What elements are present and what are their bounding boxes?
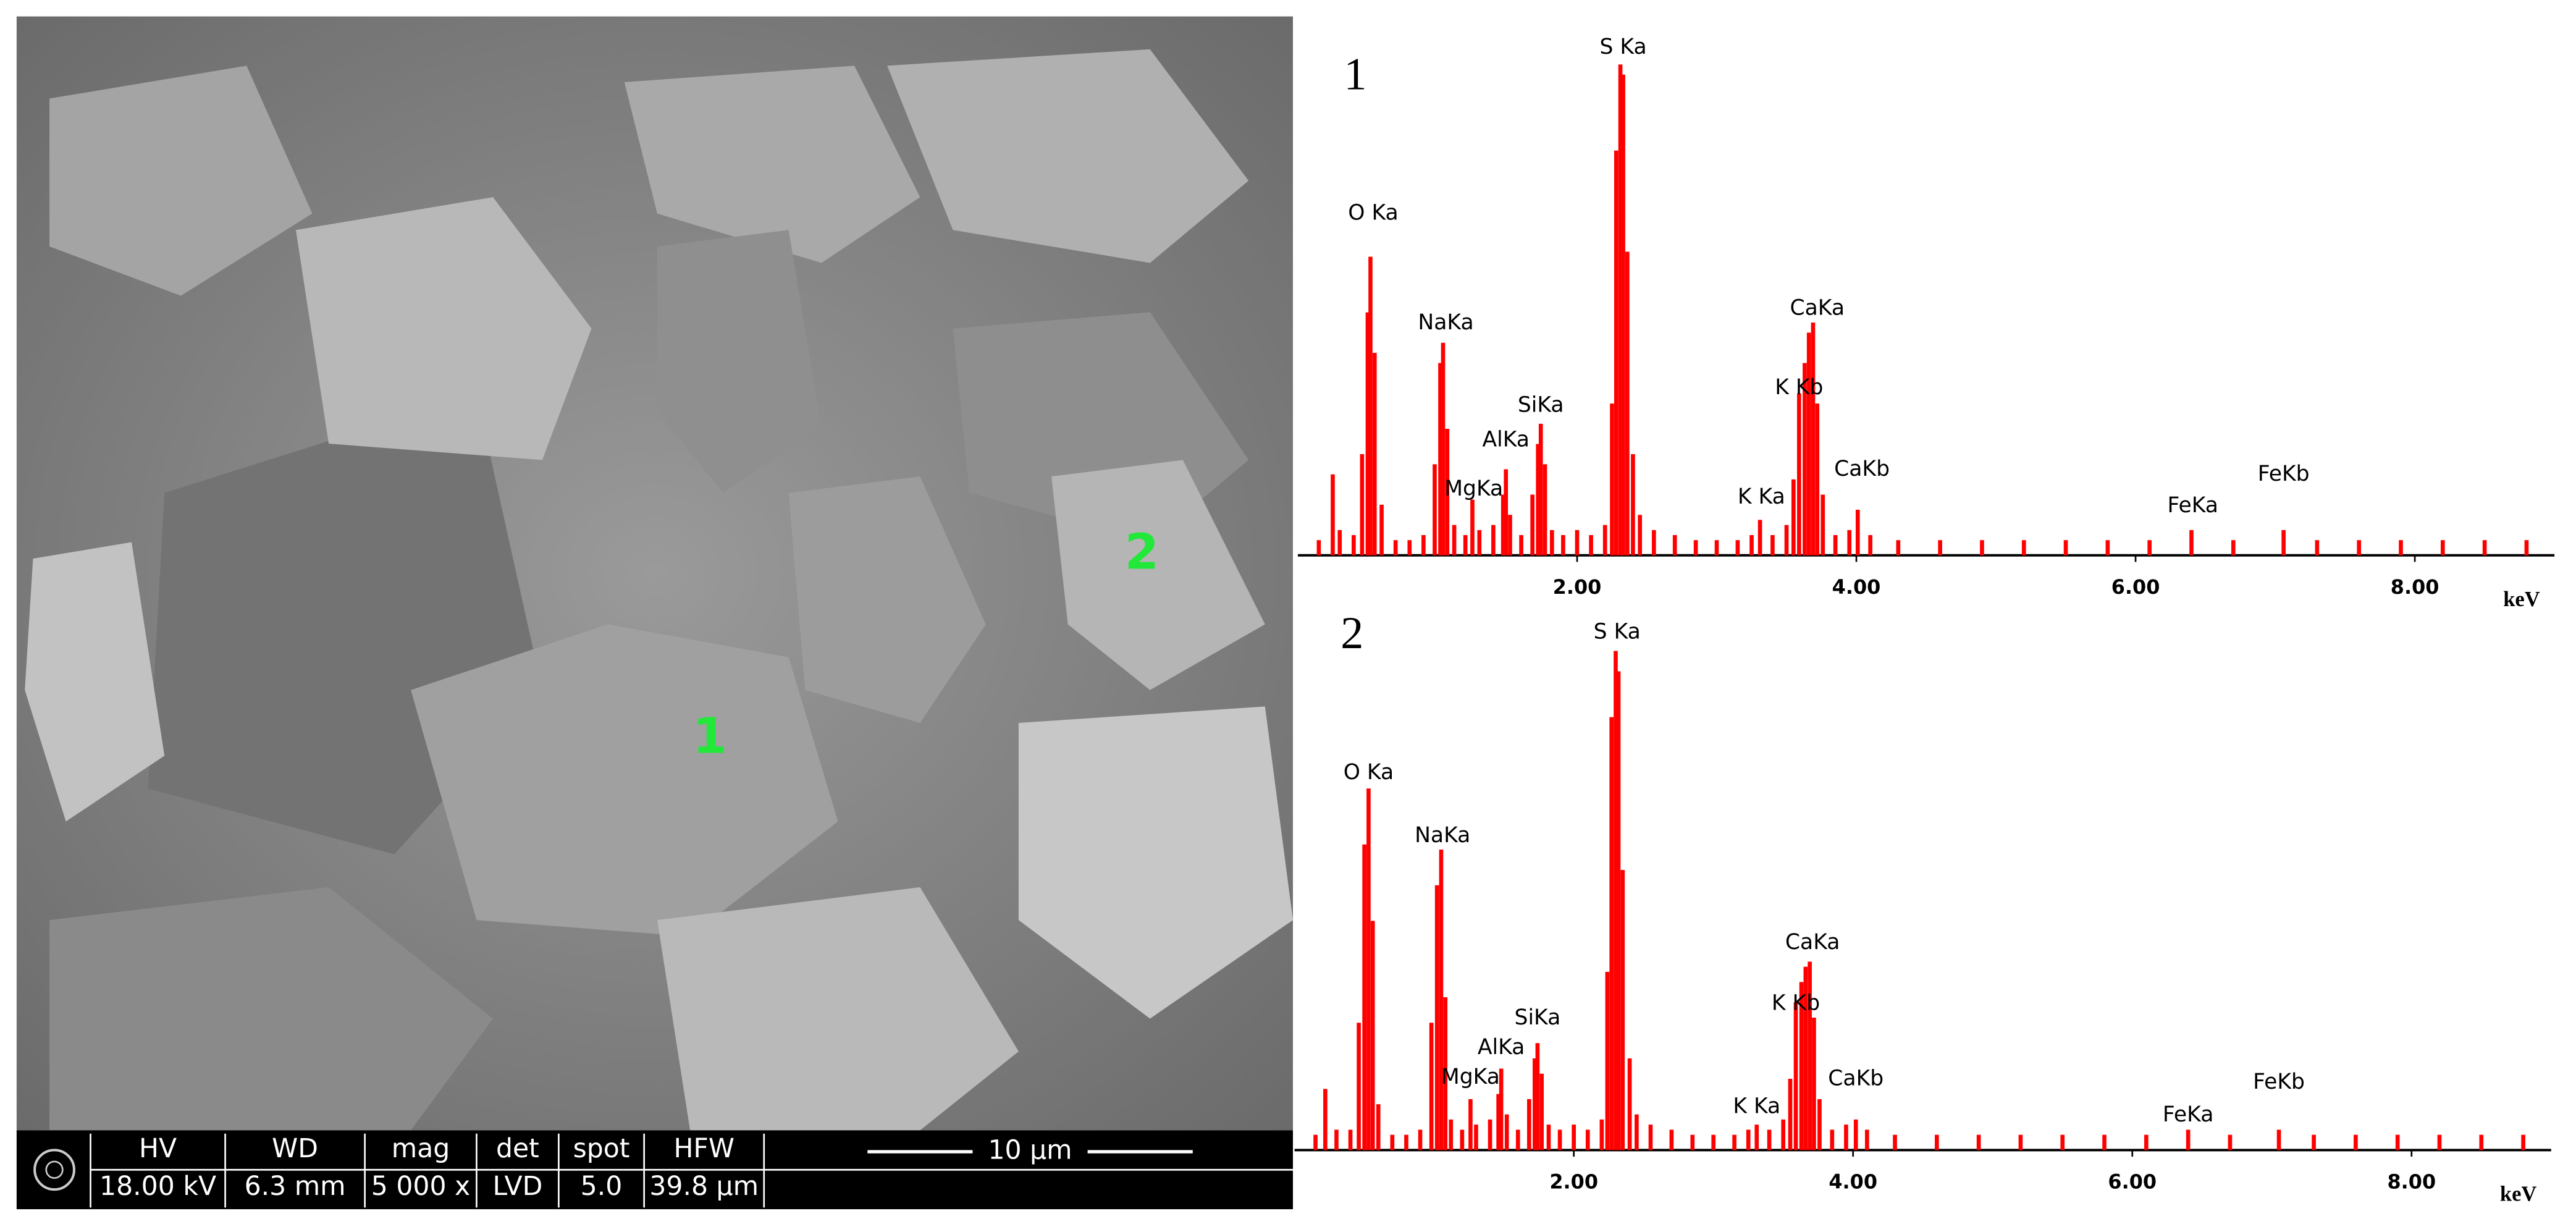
peak-label: CaKb — [1834, 457, 1890, 481]
peak-label: K Ka — [1738, 484, 1785, 509]
info-value: 18.00 kV — [99, 1171, 216, 1202]
x-tick-label: 8.00 — [2387, 1170, 2436, 1194]
peak-label: NaKa — [1418, 310, 1473, 335]
info-value: LVD — [492, 1171, 542, 1202]
x-tick-label: 8.00 — [2391, 575, 2439, 599]
peak-label: SiKa — [1515, 1005, 1561, 1030]
peak-label: FeKb — [2253, 1070, 2305, 1094]
info-value: 5.0 — [581, 1171, 623, 1202]
peak-label: O Ka — [1348, 200, 1398, 225]
peak-label: FeKa — [2163, 1102, 2213, 1127]
x-tick-label: 6.00 — [2111, 575, 2160, 599]
x-tick-label: 4.00 — [1829, 1170, 1877, 1194]
peak-label: S Ka — [1594, 619, 1641, 644]
peak-label: MgKa — [1444, 476, 1503, 501]
x-tick-label: 6.00 — [2108, 1170, 2157, 1194]
peak-label: MgKa — [1441, 1065, 1500, 1089]
panel-label: 2 — [1341, 608, 1363, 659]
peak-label: K Kb — [1775, 375, 1823, 400]
info-header: mag — [392, 1134, 450, 1164]
info-header: WD — [272, 1134, 318, 1164]
peak-label: O Ka — [1344, 760, 1394, 785]
info-value: 5 000 x — [371, 1171, 470, 1202]
x-tick-label: 2.00 — [1553, 575, 1602, 599]
sem-image — [16, 16, 1293, 1131]
x-axis-label: keV — [2500, 1183, 2537, 1206]
x-axis-label: keV — [2503, 588, 2540, 611]
info-value: 39.8 µm — [649, 1171, 759, 1202]
info-bar: HV 18.00 kV WD 6.3 mm mag 5 000 x det LVD spot 5.… — [16, 1130, 1293, 1210]
peak-label: AlKa — [1482, 427, 1529, 452]
peak-label: K Kb — [1772, 990, 1820, 1015]
peak-label: CaKa — [1785, 930, 1840, 955]
info-header: HV — [139, 1134, 177, 1164]
spectrum: 2 2.00 4.00 6.00 8.00 keV O Ka NaKa MgKa AlKa SiKa… — [1294, 608, 2551, 1206]
peak-label: SiKa — [1518, 393, 1564, 418]
info-header: det — [496, 1134, 539, 1164]
peak-label: AlKa — [1478, 1035, 1525, 1060]
info-value: 6.3 mm — [245, 1171, 346, 1202]
info-header: HFW — [673, 1134, 734, 1164]
spectrum: 1 2.00 4.00 6.00 8.00 keV O Ka NaKa MgKa AlKa SiKa… — [1297, 35, 2555, 611]
peak-label: S Ka — [1600, 35, 1647, 59]
x-tick-label: 4.00 — [1832, 575, 1881, 599]
sem-point-label: 1 — [692, 707, 727, 765]
x-tick-label: 2.00 — [1549, 1170, 1598, 1194]
panel-label: 1 — [1344, 49, 1366, 100]
peak-label: CaKb — [1828, 1066, 1884, 1091]
sem-point-label: 2 — [1125, 523, 1160, 581]
peak-label: FeKa — [2168, 493, 2218, 518]
peak-label: FeKb — [2258, 462, 2310, 486]
info-header: spot — [573, 1134, 630, 1164]
scale-bar-label: 10 µm — [988, 1136, 1072, 1166]
peak-label: CaKa — [1790, 295, 1845, 320]
peak-label: NaKa — [1415, 823, 1470, 848]
peak-label: K Ka — [1733, 1094, 1780, 1119]
